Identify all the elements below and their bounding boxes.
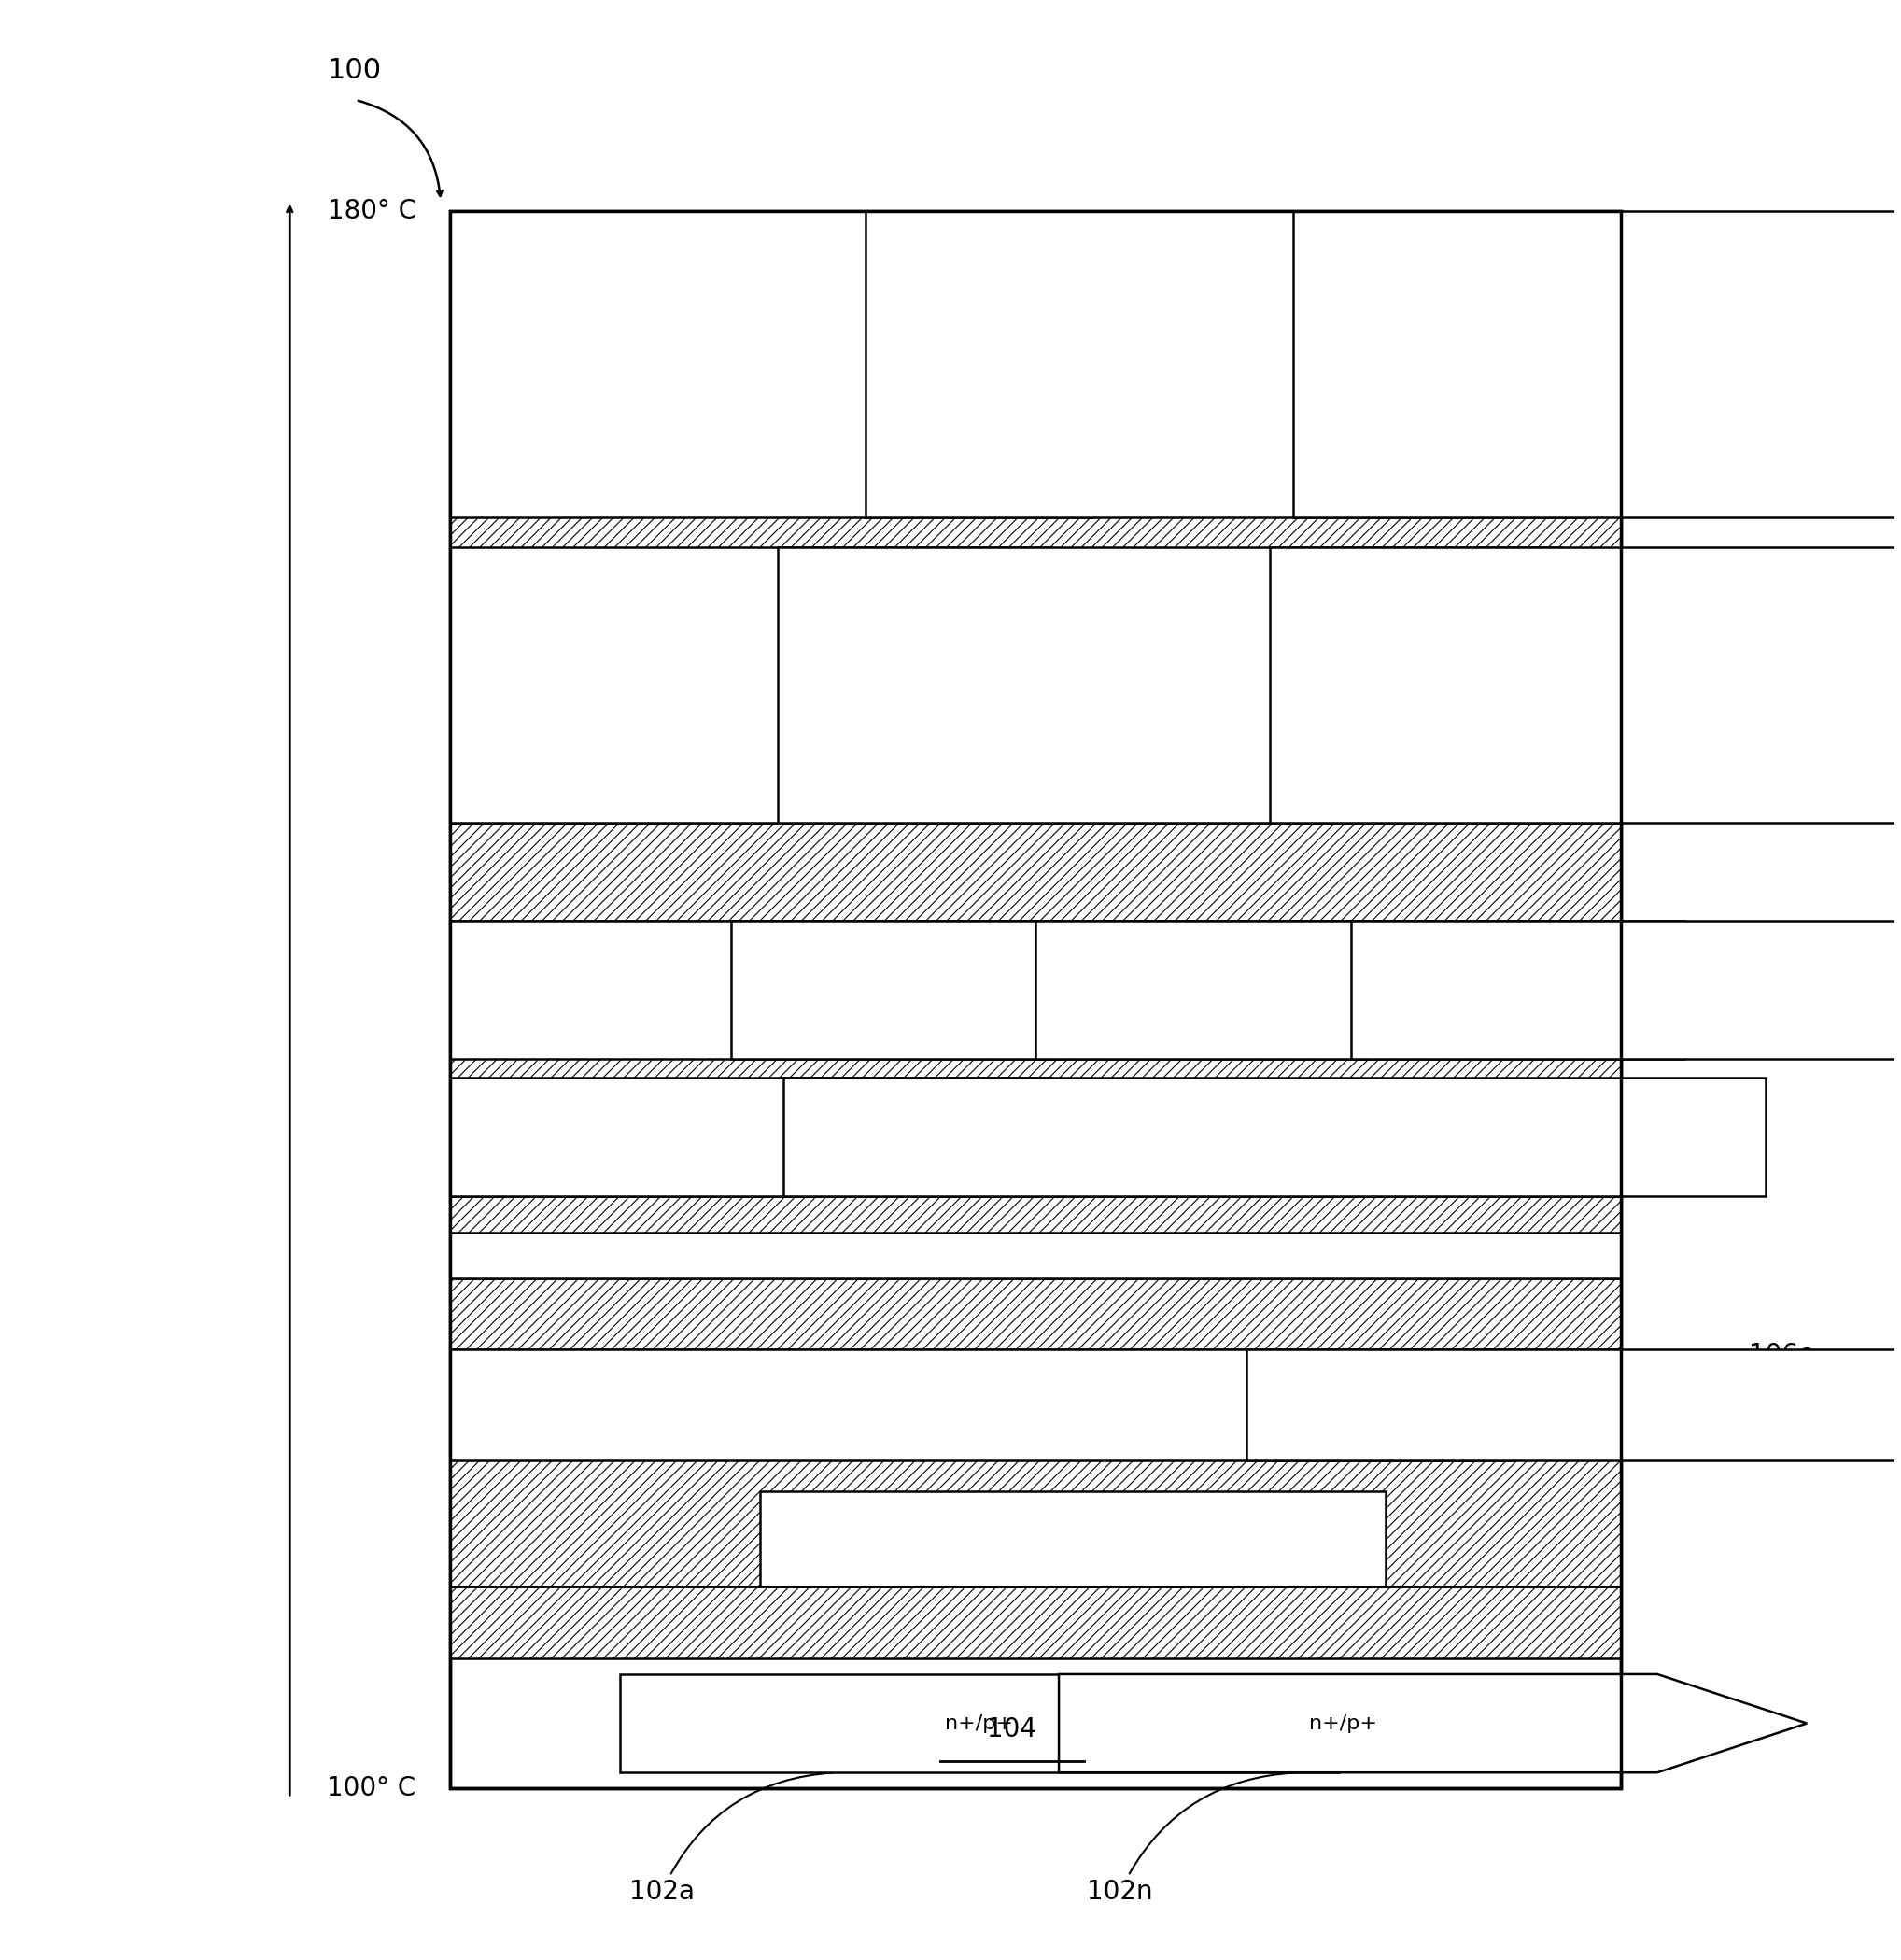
Bar [451,1586,1622,1658]
Bar [732,921,1369,1058]
Text: 104: 104 [987,1717,1036,1742]
Bar [760,1492,1386,1586]
Bar [451,1350,1622,1586]
Bar [451,212,1093,517]
Polygon shape [1059,1674,1808,1772]
Bar [1352,921,1901,1058]
Bar [451,212,1622,1788]
Text: 100° C: 100° C [327,1776,416,1801]
Bar [451,1078,1051,1198]
Bar [1036,921,1684,1058]
Text: 180° C: 180° C [327,198,416,223]
Bar [620,1674,1338,1772]
Text: 100: 100 [327,57,382,84]
Bar [783,1078,1766,1198]
Bar [865,212,1585,517]
Text: 106b: 106b [1631,947,1815,1023]
Bar [451,1233,1622,1278]
Text: 102a: 102a [629,1772,833,1905]
Bar [451,1350,1515,1460]
Bar [451,1278,1622,1350]
Bar [451,921,1622,1198]
Bar [451,1198,1622,1233]
Bar [451,212,1622,823]
Bar [451,547,1051,823]
Bar [778,547,1561,823]
Text: 106a: 106a [1631,304,1814,380]
Bar [451,823,1622,921]
Text: 106c: 106c [1631,1341,1814,1419]
Bar [1293,212,1901,517]
Text: n+/p+: n+/p+ [945,1713,1013,1733]
Bar [451,921,1051,1058]
Bar [1270,547,1901,823]
Text: 102n: 102n [1087,1772,1296,1905]
Text: n+/p+: n+/p+ [1310,1713,1376,1733]
Bar [451,212,1622,1788]
Bar [1247,1350,1901,1460]
